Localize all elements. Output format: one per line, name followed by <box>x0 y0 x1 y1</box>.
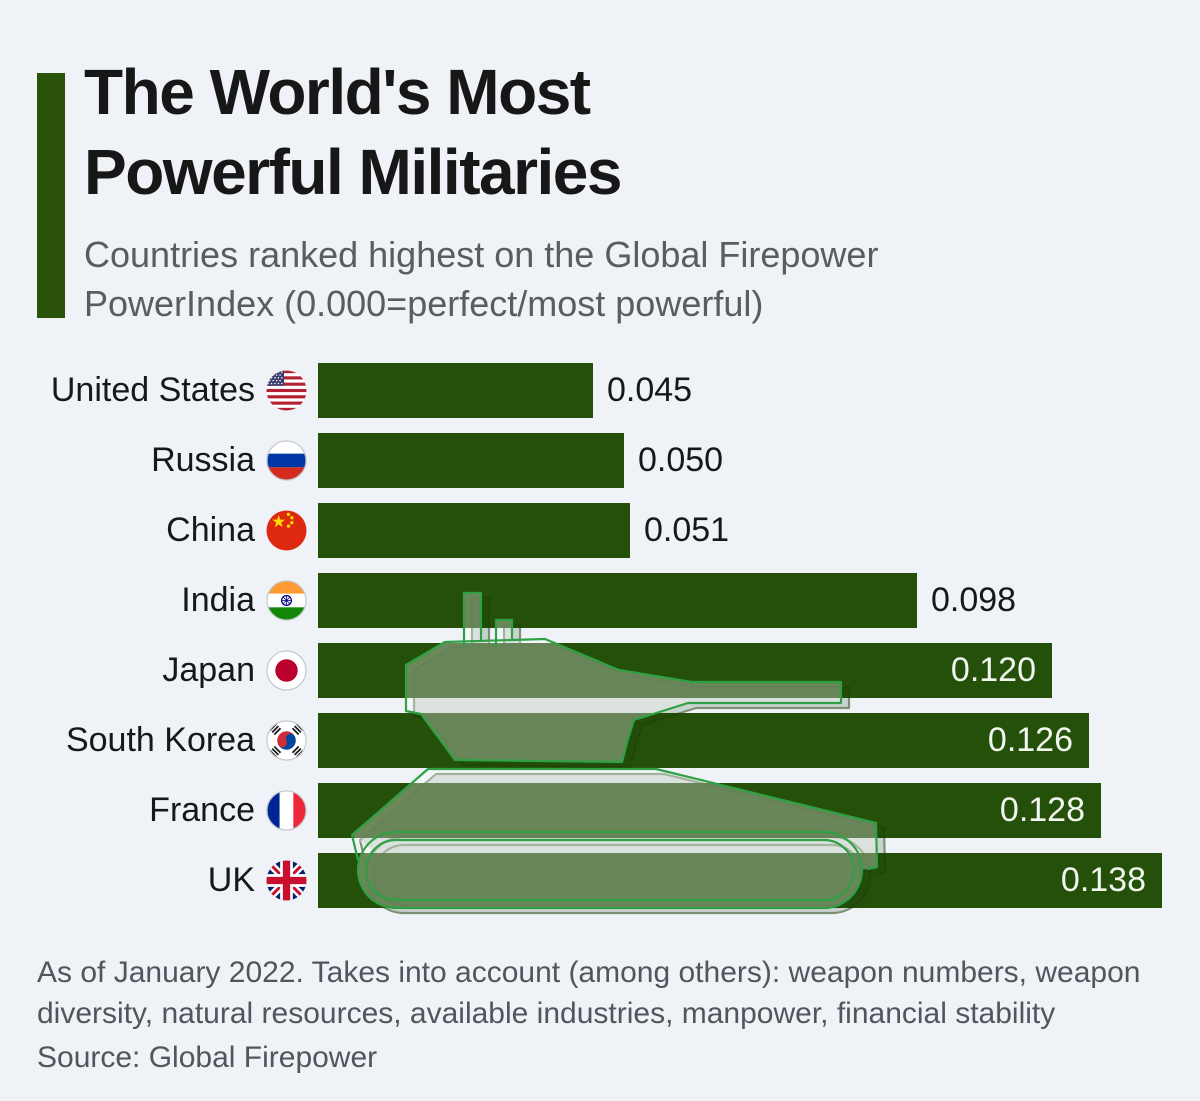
value-label-south-korea: 0.126 <box>987 721 1073 759</box>
label-cell-japan: Japan <box>0 650 307 691</box>
label-cell-united-states: United States <box>0 370 307 411</box>
label-cell-uk: UK <box>0 860 307 901</box>
bar-japan: 0.120 <box>318 643 1052 698</box>
value-label-uk: 0.138 <box>1060 861 1146 899</box>
country-label: UK <box>207 861 255 899</box>
bar-cell-russia: 0.050 <box>318 433 1200 488</box>
jp-flag-icon <box>266 650 307 691</box>
footer-source: Source: Global Firepower <box>37 1041 378 1074</box>
us-flag-icon <box>266 370 307 411</box>
value-label-france: 0.128 <box>999 791 1085 829</box>
country-label: China <box>166 511 255 549</box>
ru-flag-icon <box>266 440 307 481</box>
label-cell-india: India <box>0 580 307 621</box>
country-label: France <box>149 791 255 829</box>
chart-row-united-states: United States 0.045 <box>0 363 1200 418</box>
uk-flag-icon <box>266 860 307 901</box>
bar-india <box>318 573 917 628</box>
bar-cell-france: 0.128 <box>318 783 1200 838</box>
chart-row-japan: Japan 0.120 <box>0 643 1200 698</box>
page-title: The World's Most Powerful Militaries <box>84 56 622 208</box>
chart-row-russia: Russia 0.050 <box>0 433 1200 488</box>
chart-row-uk: UK 0.138 <box>0 853 1200 908</box>
bar-cell-china: 0.051 <box>318 503 1200 558</box>
chart-row-india: India 0.098 <box>0 573 1200 628</box>
bar-cell-japan: 0.120 <box>318 643 1200 698</box>
bar-china <box>318 503 630 558</box>
in-flag-icon <box>266 580 307 621</box>
label-cell-south-korea: South Korea <box>0 720 307 761</box>
bar-france: 0.128 <box>318 783 1101 838</box>
label-cell-china: China <box>0 510 307 551</box>
chart-rows: United States 0.045 Russia 0.050 China 0.051 I… <box>0 363 1200 908</box>
country-label: South Korea <box>65 721 255 759</box>
bar-chart: United States 0.045 Russia 0.050 China 0.051 I… <box>0 363 1200 923</box>
value-label-india: 0.098 <box>931 581 1017 619</box>
country-label: Russia <box>151 441 255 479</box>
bar-russia <box>318 433 624 488</box>
page-subtitle: Countries ranked highest on the Global F… <box>84 234 879 324</box>
bar-cell-united-states: 0.045 <box>318 363 1200 418</box>
country-label: Japan <box>162 651 255 689</box>
title-accent-bar <box>37 73 65 318</box>
value-label-united-states: 0.045 <box>607 371 693 409</box>
bar-united-states <box>318 363 593 418</box>
bar-uk: 0.138 <box>318 853 1162 908</box>
country-label: India <box>181 581 255 619</box>
footer-note: As of January 2022. Takes into account (… <box>37 956 1141 1030</box>
chart-row-france: France 0.128 <box>0 783 1200 838</box>
kr-flag-icon <box>266 720 307 761</box>
bar-cell-south-korea: 0.126 <box>318 713 1200 768</box>
chart-row-south-korea: South Korea 0.126 <box>0 713 1200 768</box>
value-label-china: 0.051 <box>644 511 730 549</box>
bar-south-korea: 0.126 <box>318 713 1089 768</box>
label-cell-russia: Russia <box>0 440 307 481</box>
country-label: United States <box>50 371 255 409</box>
chart-row-china: China 0.051 <box>0 503 1200 558</box>
fr-flag-icon <box>266 790 307 831</box>
value-label-japan: 0.120 <box>950 651 1036 689</box>
label-cell-france: France <box>0 790 307 831</box>
cn-flag-icon <box>266 510 307 551</box>
bar-cell-india: 0.098 <box>318 573 1200 628</box>
bar-cell-uk: 0.138 <box>318 853 1200 908</box>
value-label-russia: 0.050 <box>638 441 724 479</box>
